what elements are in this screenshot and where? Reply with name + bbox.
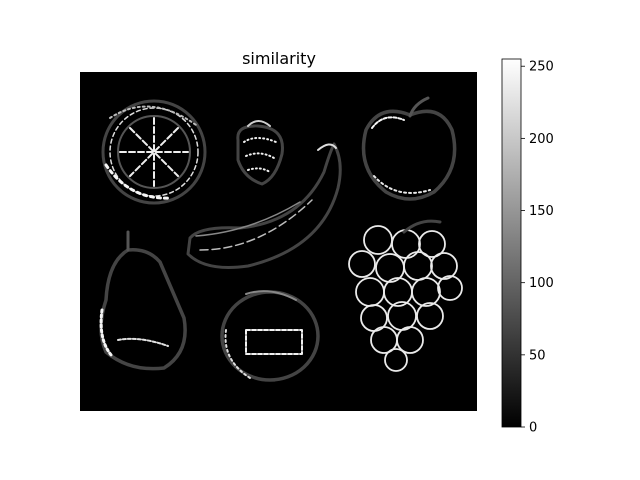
colorbar-tick-label: 0 bbox=[529, 421, 537, 436]
orange-slice-edges bbox=[101, 99, 207, 205]
heatmap-image bbox=[80, 72, 477, 411]
colorbar-ticks: 0 50 100 150 200 250 bbox=[521, 60, 554, 436]
colorbar-tick-label: 50 bbox=[529, 348, 546, 363]
colorbar-tick-label: 100 bbox=[529, 276, 554, 291]
peach-edges bbox=[220, 290, 320, 382]
colorbar-tick-label: 200 bbox=[529, 132, 554, 147]
banana-edges bbox=[186, 142, 342, 269]
colorbar-tick-label: 150 bbox=[529, 204, 554, 219]
grapes-edges bbox=[348, 219, 463, 372]
heatmap-background bbox=[80, 72, 477, 411]
pear-edges bbox=[99, 230, 187, 371]
apple-edges bbox=[361, 96, 457, 201]
chart-title: similarity bbox=[242, 49, 316, 68]
strawberry-edges bbox=[236, 120, 284, 186]
colorbar-gradient bbox=[501, 58, 522, 428]
colorbar: 0 50 100 150 200 250 bbox=[501, 58, 554, 436]
colorbar-tick-label: 250 bbox=[529, 60, 554, 75]
